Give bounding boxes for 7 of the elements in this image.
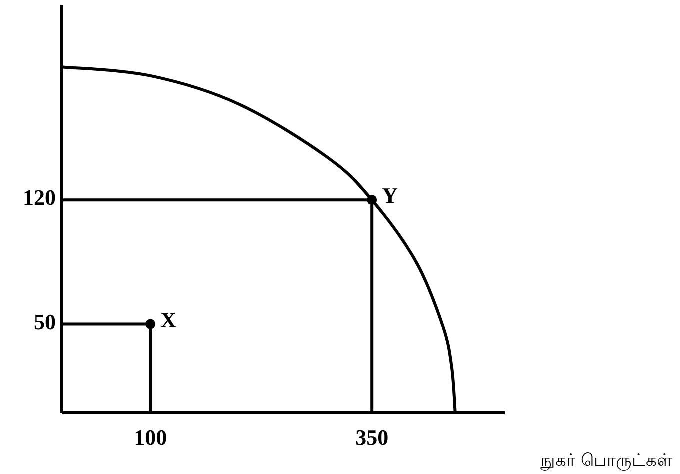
x-tick-label: 350 bbox=[356, 425, 389, 450]
y-tick-label: 50 bbox=[34, 309, 56, 334]
y-tick-label: 120 bbox=[23, 185, 56, 210]
x-axis-title: நுகர் பொருட்கள் bbox=[540, 451, 673, 471]
x-tick-label: 100 bbox=[134, 425, 168, 450]
annotation: Y bbox=[382, 183, 398, 208]
annotation: X bbox=[160, 307, 177, 332]
